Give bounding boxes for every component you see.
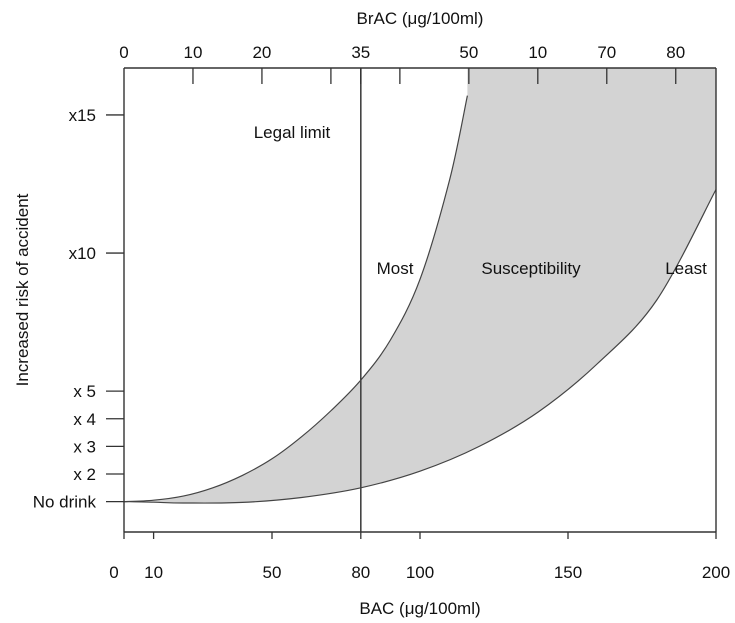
x-tick-label: 150: [554, 563, 582, 582]
y-tick-label: x15: [69, 106, 96, 125]
y-tick-label: x 4: [73, 410, 96, 429]
susceptibility-label: Susceptibility: [481, 259, 581, 278]
x-tick-label: 200: [702, 563, 730, 582]
x2-tick-label: 35: [351, 43, 370, 62]
x2-tick-label: 10: [528, 43, 547, 62]
x2-tick-label: 80: [666, 43, 685, 62]
x-tick-label: 100: [406, 563, 434, 582]
x2-tick-label: 50: [459, 43, 478, 62]
x2-tick-label: 10: [184, 43, 203, 62]
most-label: Most: [377, 259, 414, 278]
series-most-line: [123, 95, 468, 503]
x2-tick-label: 70: [597, 43, 616, 62]
y-axis-label: Increased risk of accident: [13, 193, 32, 386]
legal-limit-label: Legal limit: [254, 123, 331, 142]
x-tick-label: 50: [263, 563, 282, 582]
curve-layer: [123, 68, 717, 532]
y-tick-label: x 2: [73, 465, 96, 484]
least-label: Least: [665, 259, 707, 278]
susceptibility-band: [124, 68, 716, 504]
bottom-axis-label: BAC (μg/100ml): [359, 599, 480, 618]
x-tick-label: 0: [109, 563, 118, 582]
tick-layer: 0 10 50 80 100 150 200 0 10 20 35 50 10 70 80 No drink x…: [33, 43, 731, 582]
y-tick-label: x10: [69, 244, 96, 263]
y-tick-label: x 5: [73, 382, 96, 401]
susceptibility-band-layer: [124, 68, 716, 504]
x-tick-label: 80: [351, 563, 370, 582]
x2-tick-label: 0: [119, 43, 128, 62]
top-axis-label: BrAC (μg/100ml): [357, 9, 484, 28]
y-tick-label: x 3: [73, 437, 96, 456]
series-least-line: [123, 189, 717, 504]
x2-tick-label: 20: [252, 43, 271, 62]
x-tick-label: 10: [144, 563, 163, 582]
y-tick-label: No drink: [33, 493, 97, 512]
